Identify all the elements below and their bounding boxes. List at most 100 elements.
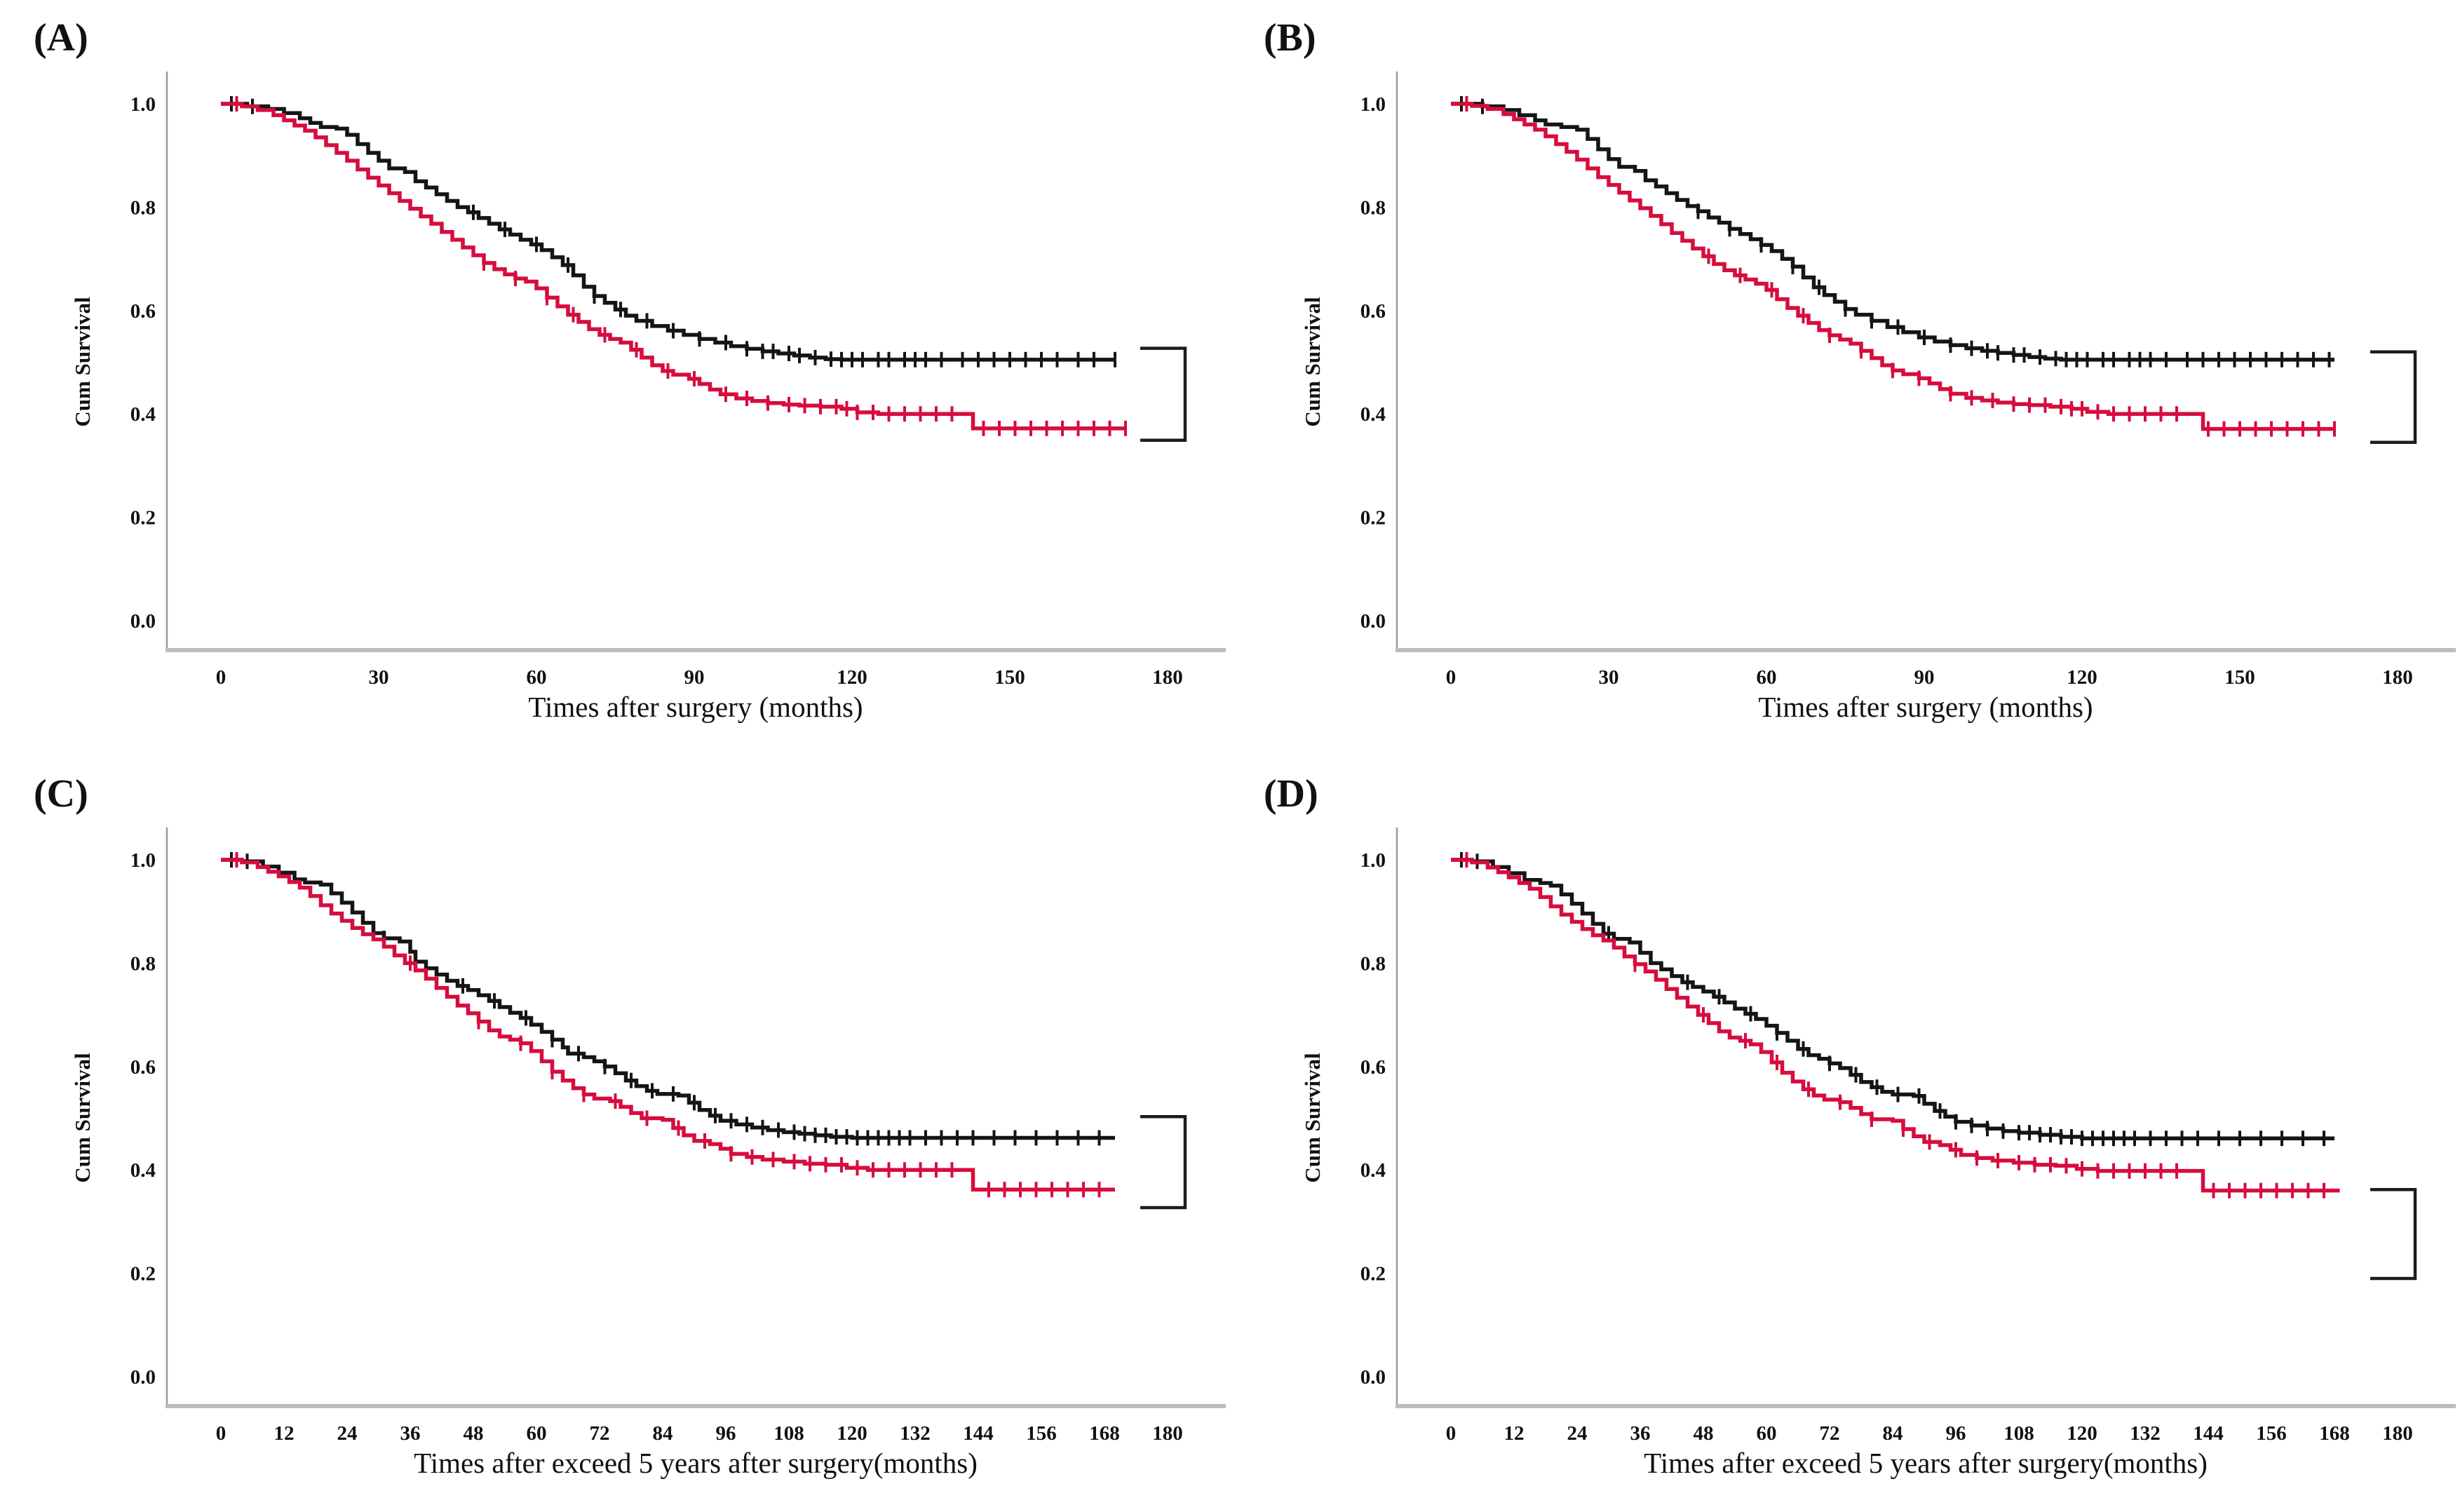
x-tick-label: 48 bbox=[1694, 1422, 1714, 1445]
x-axis-title: Times after surgery (months) bbox=[528, 691, 863, 723]
km-curve-group-black bbox=[221, 102, 1115, 362]
y-tick-label: 0.2 bbox=[1360, 1263, 1386, 1285]
x-tick-label: 60 bbox=[1757, 1422, 1777, 1445]
comparison-bracket bbox=[2370, 350, 2417, 444]
x-axis-title: Times after surgery (months) bbox=[1758, 691, 2093, 723]
panel-D: (D) 1.0 0.8 0.6 0.4 0.2 0.0 0 12 24 36 48 60 72 84 96 10… bbox=[1230, 756, 2460, 1512]
x-tick-label: 48 bbox=[464, 1422, 484, 1445]
x-tick-label: 132 bbox=[2130, 1422, 2161, 1445]
panel-A-label: (A) bbox=[34, 16, 88, 60]
km-curve-group-black bbox=[221, 858, 1115, 1140]
x-axis-title: Times after exceed 5 years after surgery… bbox=[1644, 1447, 2208, 1479]
comparison-bracket bbox=[1140, 346, 1187, 443]
y-tick-label: 0.6 bbox=[130, 300, 156, 323]
x-tick-label: 36 bbox=[1630, 1422, 1651, 1445]
y-tick-label: 0.2 bbox=[130, 507, 156, 529]
km-curve-group-red bbox=[1451, 858, 2340, 1193]
x-tick-label: 150 bbox=[994, 666, 1025, 689]
x-tick-label: 12 bbox=[1504, 1422, 1525, 1445]
x-tick-label: 168 bbox=[1089, 1422, 1120, 1445]
x-tick-label: 90 bbox=[684, 666, 705, 689]
x-tick-label: 120 bbox=[2067, 1422, 2097, 1445]
y-tick-label: 0.2 bbox=[1360, 507, 1386, 529]
x-tick-label: 180 bbox=[1152, 666, 1183, 689]
x-tick-label: 60 bbox=[1757, 666, 1777, 689]
x-tick-label: 84 bbox=[1883, 1422, 1903, 1445]
y-tick-label: 1.0 bbox=[130, 849, 156, 872]
x-tick-label: 120 bbox=[837, 1422, 867, 1445]
km-curve-group-red bbox=[221, 102, 1126, 431]
y-tick-label: 0.4 bbox=[1360, 1159, 1386, 1182]
y-tick-label: 1.0 bbox=[1360, 849, 1386, 872]
x-tick-label: 180 bbox=[2382, 1422, 2413, 1445]
panel-B-label: (B) bbox=[1264, 16, 1316, 60]
panel-C-plot: (C) 1.0 0.8 0.6 0.4 0.2 0.0 0 12 24 36 48 60 72 84 96 10… bbox=[34, 772, 1226, 1479]
y-tick-label: 0.4 bbox=[1360, 403, 1386, 426]
y-tick-label: 1.0 bbox=[130, 93, 156, 116]
y-tick-label: 0.6 bbox=[1360, 300, 1386, 323]
panel-C: (C) 1.0 0.8 0.6 0.4 0.2 0.0 0 12 24 36 48 60 72 84 96 10… bbox=[0, 756, 1230, 1512]
panel-A: (A) 1.0 0.8 0.6 0.4 0.2 0.0 0 30 60 90 120 150 180 Tim… bbox=[0, 0, 1230, 756]
x-tick-label: 108 bbox=[773, 1422, 804, 1445]
comparison-bracket bbox=[1140, 1115, 1187, 1210]
y-tick-label: 0.8 bbox=[130, 952, 156, 975]
x-tick-label: 72 bbox=[590, 1422, 610, 1445]
x-tick-label: 60 bbox=[527, 1422, 547, 1445]
x-tick-label: 0 bbox=[1446, 666, 1457, 689]
y-tick-label: 0.0 bbox=[130, 1366, 156, 1389]
y-tick-label: 1.0 bbox=[1360, 93, 1386, 116]
x-tick-label: 144 bbox=[963, 1422, 994, 1445]
x-tick-label: 120 bbox=[837, 666, 867, 689]
panel-B: (B) 1.0 0.8 0.6 0.4 0.2 0.0 0 30 60 90 120 150 180 Tim… bbox=[1230, 0, 2460, 756]
y-axis-title: Cum Survival bbox=[70, 297, 95, 427]
y-tick-label: 0.0 bbox=[1360, 1366, 1386, 1389]
y-tick-label: 0.6 bbox=[130, 1056, 156, 1079]
x-tick-label: 156 bbox=[1026, 1422, 1057, 1445]
x-tick-label: 180 bbox=[1152, 1422, 1183, 1445]
y-tick-label: 0.8 bbox=[130, 196, 156, 219]
panel-D-plot: (D) 1.0 0.8 0.6 0.4 0.2 0.0 0 12 24 36 48 60 72 84 96 10… bbox=[1264, 772, 2456, 1479]
x-axis-title: Times after exceed 5 years after surgery… bbox=[414, 1447, 978, 1479]
x-tick-label: 144 bbox=[2193, 1422, 2224, 1445]
x-tick-label: 96 bbox=[716, 1422, 736, 1445]
y-axis-title: Cum Survival bbox=[1300, 1053, 1325, 1183]
x-tick-label: 30 bbox=[1599, 666, 1619, 689]
y-tick-label: 0.0 bbox=[1360, 610, 1386, 633]
x-tick-label: 150 bbox=[2224, 666, 2255, 689]
x-tick-label: 12 bbox=[274, 1422, 295, 1445]
y-tick-label: 0.4 bbox=[130, 403, 156, 426]
x-tick-label: 36 bbox=[400, 1422, 421, 1445]
x-tick-label: 60 bbox=[527, 666, 547, 689]
km-curve-group-red bbox=[221, 858, 1115, 1192]
comparison-bracket bbox=[2370, 1187, 2417, 1281]
km-curve-group-black bbox=[1451, 102, 2334, 362]
y-tick-label: 0.4 bbox=[130, 1159, 156, 1182]
x-tick-label: 0 bbox=[216, 666, 227, 689]
km-curve-group-black bbox=[1451, 858, 2334, 1140]
x-tick-label: 168 bbox=[2319, 1422, 2350, 1445]
x-tick-label: 156 bbox=[2256, 1422, 2287, 1445]
y-tick-label: 0.8 bbox=[1360, 196, 1386, 219]
x-tick-label: 120 bbox=[2067, 666, 2097, 689]
x-tick-label: 24 bbox=[1567, 1422, 1588, 1445]
y-axis-title: Cum Survival bbox=[70, 1053, 95, 1183]
panel-B-plot: (B) 1.0 0.8 0.6 0.4 0.2 0.0 0 30 60 90 120 150 180 Tim… bbox=[1264, 16, 2456, 723]
x-tick-label: 108 bbox=[2003, 1422, 2034, 1445]
panel-D-label: (D) bbox=[1264, 772, 1318, 816]
panel-C-label: (C) bbox=[34, 772, 88, 816]
x-tick-label: 96 bbox=[1946, 1422, 1966, 1445]
y-tick-label: 0.8 bbox=[1360, 952, 1386, 975]
x-tick-label: 180 bbox=[2382, 666, 2413, 689]
x-tick-label: 30 bbox=[369, 666, 389, 689]
panel-A-plot: (A) 1.0 0.8 0.6 0.4 0.2 0.0 0 30 60 90 120 150 180 Tim… bbox=[34, 16, 1226, 723]
y-tick-label: 0.6 bbox=[1360, 1056, 1386, 1079]
y-axis-title: Cum Survival bbox=[1300, 297, 1325, 427]
km-curve-group-red bbox=[1451, 102, 2334, 431]
x-tick-label: 0 bbox=[1446, 1422, 1457, 1445]
x-tick-label: 90 bbox=[1914, 666, 1935, 689]
y-tick-label: 0.0 bbox=[130, 610, 156, 633]
x-tick-label: 24 bbox=[337, 1422, 358, 1445]
x-tick-label: 0 bbox=[216, 1422, 227, 1445]
x-tick-label: 84 bbox=[653, 1422, 673, 1445]
